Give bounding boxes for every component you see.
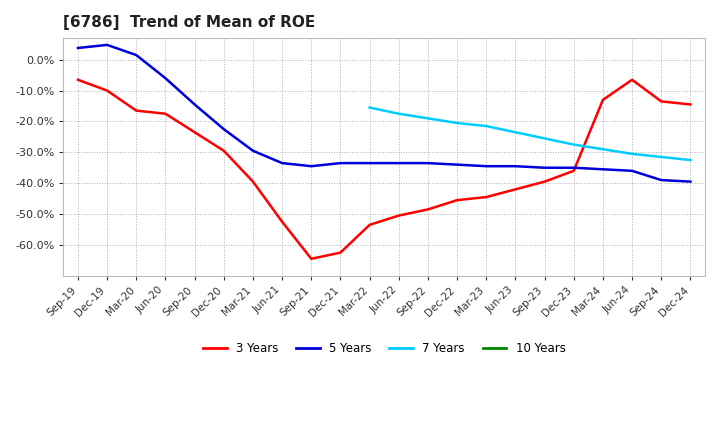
Legend: 3 Years, 5 Years, 7 Years, 10 Years: 3 Years, 5 Years, 7 Years, 10 Years [198,338,570,360]
Text: [6786]  Trend of Mean of ROE: [6786] Trend of Mean of ROE [63,15,315,30]
